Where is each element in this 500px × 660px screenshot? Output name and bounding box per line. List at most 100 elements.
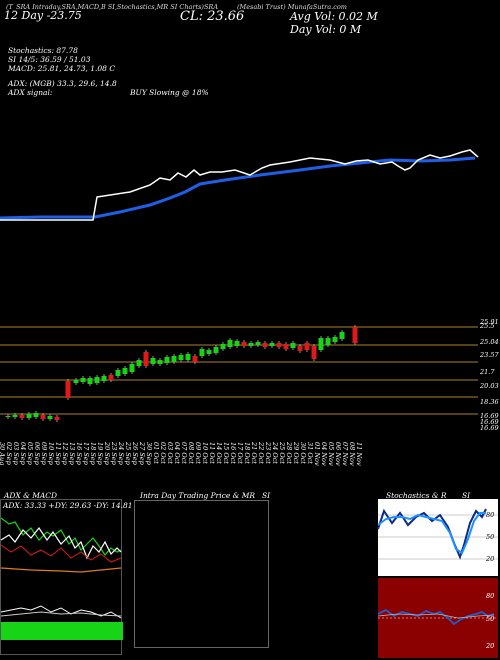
candle-body: [352, 327, 358, 343]
intraday-title-si: SI: [262, 491, 271, 500]
candle-body: [54, 417, 60, 420]
avg-vol-label: Avg Vol: 0.02 M: [290, 10, 378, 23]
candle-body: [157, 360, 163, 364]
macd-signal-line: [0, 611, 122, 617]
candle-body: [311, 346, 317, 359]
macd-line: [0, 605, 122, 619]
price-tick: 20.03: [480, 382, 499, 390]
macd-value: MACD: 25.81, 24.73, 1.08 C: [8, 64, 116, 73]
price-tick: 25.04: [480, 338, 499, 346]
candle-body: [332, 337, 338, 342]
candle-body: [12, 415, 18, 417]
intraday-title: Intra Day Trading Price & MR: [140, 491, 256, 500]
candle-body: [65, 381, 71, 398]
adx-line: [0, 517, 122, 556]
candle-body: [262, 343, 268, 347]
candle-body: [178, 355, 184, 360]
candle-body: [47, 416, 53, 419]
candle-body: [129, 364, 135, 372]
rsi-panel: 80 50 20: [377, 578, 498, 658]
price-ma-chart: [0, 149, 479, 221]
candles: [5, 325, 358, 422]
candle-body: [101, 376, 107, 381]
rsi-signal-line: [377, 613, 495, 619]
candle-body: [136, 360, 142, 366]
day-vol-label: Day Vol: 0 M: [290, 23, 362, 36]
candle-body: [143, 352, 149, 366]
candle-body: [318, 338, 324, 350]
candle-body: [192, 356, 198, 362]
candle-body: [325, 338, 331, 345]
adx-macd-title: ADX & MACD: [4, 491, 58, 500]
plus-di-line: [0, 544, 122, 563]
candle-body: [33, 413, 39, 417]
price-tick: 21.7: [480, 368, 495, 376]
stochastics-panel: 80 50 20: [377, 499, 498, 576]
candle-body: [26, 414, 32, 418]
candlestick-chart: [0, 325, 478, 422]
rsi-tick: 50: [486, 615, 495, 623]
candle-body: [19, 415, 25, 418]
adx-macd-plot: [0, 517, 123, 640]
candle-body: [206, 350, 212, 354]
buy-signal-label: BUY Slowing @ 18%: [130, 88, 209, 97]
rsi-plot: [377, 608, 498, 626]
candle-body: [227, 340, 233, 347]
stoch-tick: 50: [486, 533, 495, 541]
price-tick: 16.69: [480, 412, 499, 420]
adx-values: ADX: 33.33 +DY: 29.63 -DY: 14.81: [3, 501, 133, 510]
chart-overlap-title: (T_SRA Intraday,SRA,MACD,B SI,Stochastic…: [6, 3, 219, 11]
si-value: SI 14/5: 36.59 / 51.03: [8, 55, 91, 64]
candle-body: [213, 347, 219, 353]
intraday-panel: [134, 500, 269, 648]
signal-line: [0, 567, 122, 573]
rsi-line: [377, 608, 495, 626]
minus-di-line: [0, 526, 122, 560]
date-axis: 30 Aug 02 Sep 03 Sep 04 Sep 05 Sep 06 Sep 09 S…: [0, 442, 500, 492]
grid-lines: [0, 326, 478, 415]
adx-macd-panel: ADX: 33.33 +DY: 29.63 -DY: 14.81: [0, 499, 133, 655]
rsi-tick: 20: [486, 642, 495, 650]
stochastics-value: Stochastics: 87.78: [8, 46, 78, 55]
date-line: 12 Day -23.75: [4, 9, 82, 22]
price-line: [0, 149, 479, 221]
stochastics-rsi-title: Stochastics & R: [386, 491, 447, 500]
candle-body: [241, 342, 247, 346]
price-tick: 18.36: [480, 398, 499, 406]
candle-body: [40, 415, 46, 419]
adx-value: ADX: (MGB) 33.3, 29.6, 14.8: [8, 79, 117, 88]
candle-body: [199, 349, 205, 356]
price-tick: 16.69: [480, 424, 499, 432]
candle-body: [185, 354, 191, 360]
rsi-tick: 80: [486, 592, 495, 600]
candle-body: [283, 344, 289, 349]
company-label: (Mesabi Trust) MunafaSutra.com: [237, 3, 347, 11]
candle-body: [276, 343, 282, 347]
price-axis-extra: 25.91: [480, 318, 499, 326]
adx-signal-label: ADX signal:: [8, 88, 53, 97]
candle-body: [115, 370, 121, 376]
candle-body: [73, 380, 79, 383]
candle-body: [150, 358, 156, 364]
candle-body: [108, 375, 114, 380]
candle-body: [87, 378, 93, 384]
close-label: CL: 23.66: [180, 9, 245, 24]
candle-body: [297, 346, 303, 351]
candle-body: [234, 341, 240, 346]
stoch-tick: 80: [486, 511, 495, 519]
ma-line: [0, 156, 476, 220]
candle-body: [255, 342, 261, 345]
date-tick: 11 Nov: [355, 442, 363, 466]
price-tick: 16.69: [480, 418, 499, 426]
price-tick: 23.57: [480, 351, 499, 359]
candle-body: [94, 377, 100, 383]
stoch-d-line: [377, 512, 486, 555]
stoch-tick: 20: [486, 555, 495, 563]
candle-body: [171, 356, 177, 362]
candle-body: [5, 416, 11, 417]
candle-body: [269, 343, 275, 346]
candle-body: [80, 378, 86, 382]
candle-body: [220, 344, 226, 349]
macd-histogram: [1, 622, 123, 640]
candle-body: [248, 343, 254, 346]
